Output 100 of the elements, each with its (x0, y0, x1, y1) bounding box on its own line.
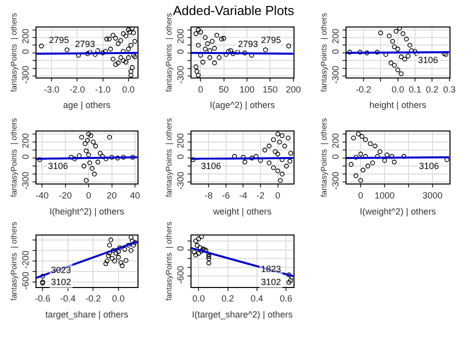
point (392, 44, 397, 50)
annotation: 3102 (261, 277, 282, 287)
point (194, 64, 198, 70)
point (193, 252, 198, 258)
point (347, 50, 352, 55)
point (282, 144, 288, 148)
point (275, 152, 280, 156)
annotation: 3106 (48, 161, 68, 171)
point (104, 36, 110, 42)
point (126, 55, 131, 60)
y-tick-label: 0 (20, 49, 31, 54)
x-tick-label: -20 (58, 190, 72, 200)
x-tick-label: -6 (222, 190, 230, 200)
x-tick-label: 0.0 (122, 84, 135, 94)
point (392, 160, 397, 164)
x-tick-label: -8 (204, 190, 213, 200)
point (205, 41, 210, 46)
point (122, 247, 128, 252)
point (359, 134, 364, 139)
point (128, 248, 134, 253)
point (395, 67, 400, 72)
point (262, 148, 268, 152)
x-tick-label: -3.0 (44, 84, 60, 94)
point (398, 71, 404, 76)
point (206, 260, 212, 266)
point (198, 30, 203, 35)
x-tick-label: 200 (286, 84, 301, 94)
point (286, 272, 292, 278)
point (116, 41, 121, 46)
point (128, 236, 134, 240)
point (82, 164, 86, 168)
point (358, 50, 362, 55)
point (242, 160, 248, 164)
x-tick-label: 100 (239, 84, 254, 94)
point (109, 154, 114, 160)
y-tick-label: 0 (330, 154, 341, 160)
y-tick-label: 0 (176, 246, 186, 251)
point (406, 54, 411, 58)
y-tick-label: 200 (330, 28, 341, 44)
point (192, 250, 197, 254)
point (388, 60, 394, 66)
x-tick-label: 0.6 (280, 294, 292, 304)
point (110, 256, 114, 261)
point (79, 134, 84, 140)
x-tick-label: -0.2 (356, 84, 372, 94)
point (193, 238, 198, 244)
point (368, 141, 373, 146)
point (108, 46, 113, 52)
point (242, 50, 248, 56)
x-tick-label: 20 (106, 190, 117, 200)
point (196, 28, 201, 32)
point (389, 154, 394, 159)
x-tick-label: 0.4 (250, 294, 264, 304)
point (288, 150, 294, 156)
point (386, 34, 392, 38)
point (107, 134, 112, 140)
y-tick-label: -300 (20, 66, 31, 84)
point (92, 52, 98, 57)
point (356, 132, 361, 136)
point (113, 36, 118, 41)
point (351, 136, 356, 140)
point (286, 44, 292, 48)
point (64, 47, 70, 52)
point (110, 248, 116, 253)
x-axis-title: age | others (63, 100, 112, 110)
point (280, 133, 285, 138)
point (263, 47, 268, 52)
point (372, 144, 378, 148)
point (354, 173, 358, 178)
annotation: 1823 (261, 264, 282, 274)
x-tick-label: -0.2 (85, 294, 101, 304)
point (394, 28, 399, 34)
x-axis-title: height | others (369, 100, 427, 110)
point (128, 42, 134, 48)
annotation: 3106 (418, 55, 438, 65)
y-tick-label: -300 (176, 172, 186, 190)
y-tick-label: -600 (176, 266, 186, 284)
x-tick-label: -2.0 (69, 84, 86, 94)
x-tick-label: 0.0 (192, 294, 205, 304)
point (196, 72, 201, 78)
point (196, 250, 202, 256)
y-axis-title: fantasyPoints | others (164, 13, 174, 92)
x-tick-label: 0 (275, 190, 280, 200)
y-tick-label: 200 (20, 28, 31, 44)
point (266, 160, 272, 166)
y-tick-label: 200 (176, 28, 186, 44)
point (112, 258, 118, 264)
x-axis-title: target_share | others (45, 309, 129, 320)
y-tick-label: -300 (330, 172, 341, 190)
annotation: 2793 (238, 39, 258, 49)
point (219, 36, 224, 42)
point (87, 160, 92, 166)
point (286, 136, 291, 140)
point (126, 28, 131, 32)
point (126, 46, 131, 52)
point (407, 42, 412, 48)
point (275, 168, 280, 174)
x-tick-label: 1000 (374, 190, 395, 200)
annotation: 2795 (49, 35, 70, 45)
point (199, 236, 204, 240)
